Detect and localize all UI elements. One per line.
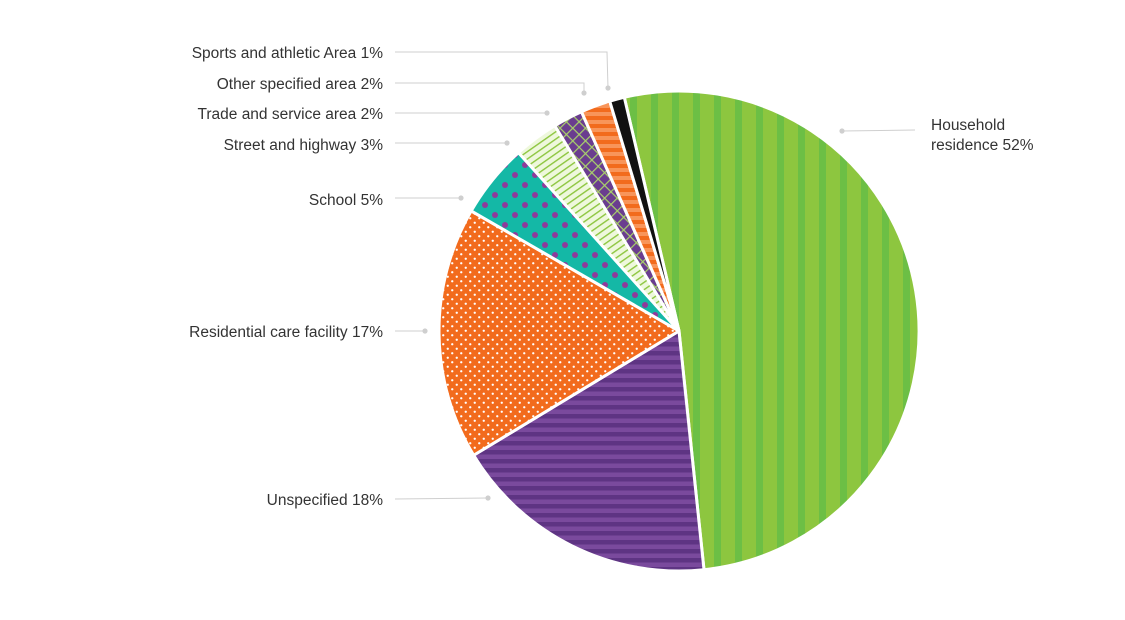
leader-line (395, 51, 609, 89)
slice-label: Other specified area 2% (217, 76, 384, 93)
slice-label: Sports and athletic Area 1% (192, 45, 384, 62)
pie-slice-sports-and-athletic-area (608, 95, 681, 333)
pie-slice-unspecified (472, 329, 706, 573)
slice-label: Street and highway 3% (224, 137, 384, 154)
leader-dot (544, 110, 550, 116)
leader-dot (504, 140, 510, 146)
slice-label: residence 52% (931, 137, 1034, 154)
leader-line (394, 497, 489, 500)
leader-dot (839, 128, 845, 134)
leader-dot (581, 90, 587, 96)
slice-label: Residential care facility 17% (189, 324, 383, 341)
pie-slice-household-residence (622, 89, 921, 572)
pie-slice-residential-care-facility (437, 209, 681, 457)
slice-label: Household (931, 117, 1005, 134)
slice-label: School 5% (309, 192, 383, 209)
leader-dot (422, 328, 428, 334)
leader-line (395, 82, 585, 93)
leader-dot (605, 85, 611, 91)
slice-label: Trade and service area 2% (197, 106, 383, 123)
leader-line (841, 129, 916, 132)
slice-label: Unspecified 18% (267, 492, 384, 509)
leader-dot (485, 495, 491, 501)
leader-dot (458, 195, 464, 201)
